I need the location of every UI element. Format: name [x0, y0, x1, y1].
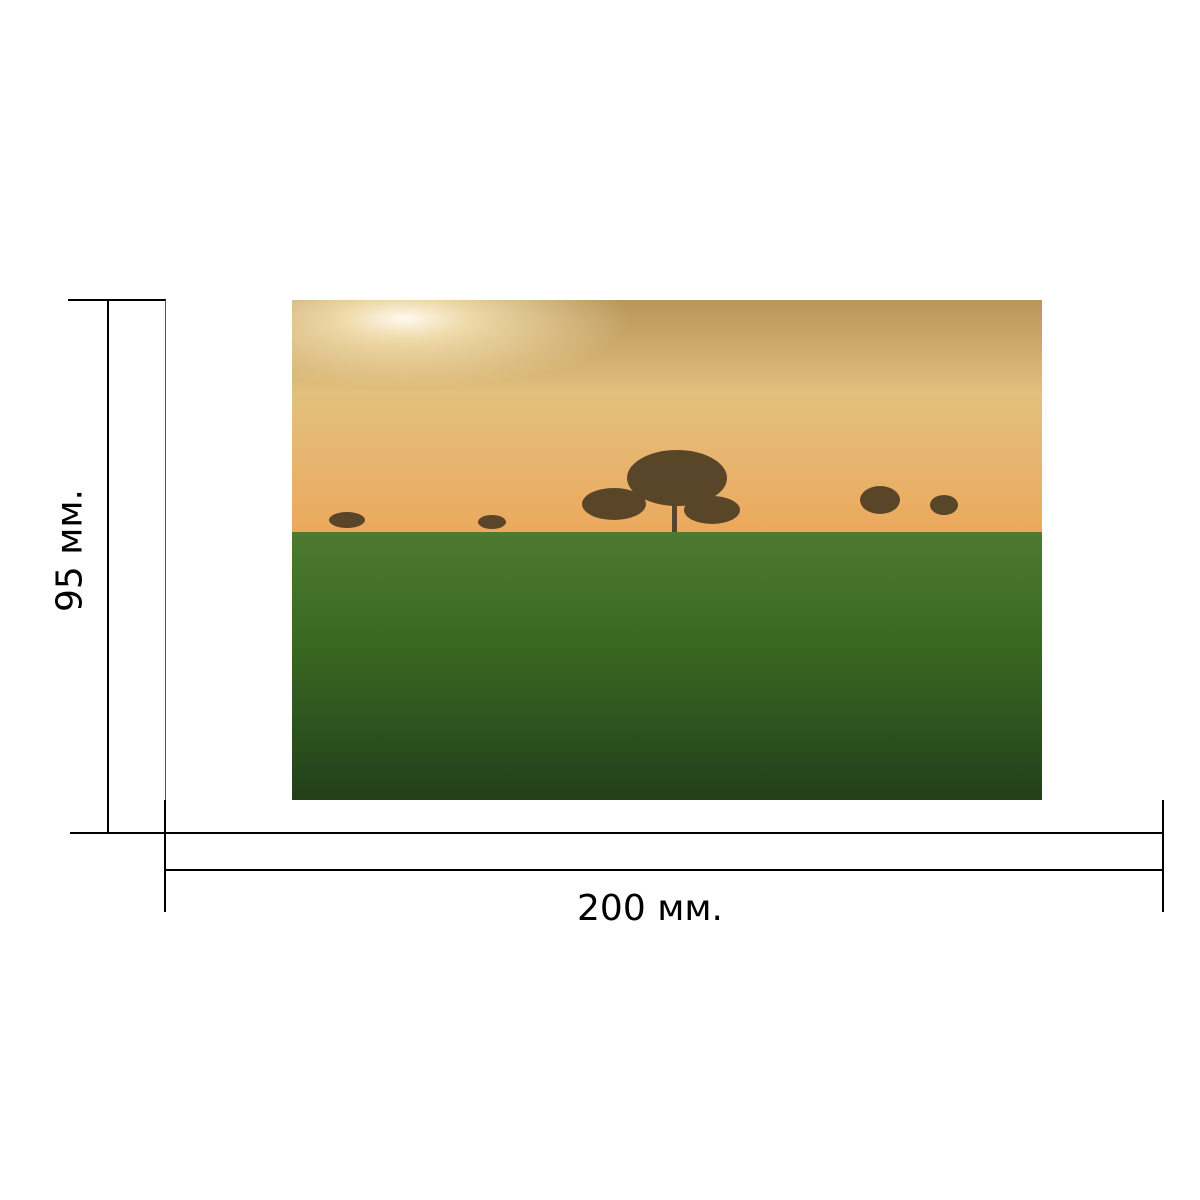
width-dimension-line: [165, 869, 1164, 871]
width-label: 200 мм.: [577, 888, 723, 929]
height-dimension-line: [107, 300, 109, 834]
width-left-extension-line: [164, 800, 166, 912]
height-label: 95 мм.: [49, 489, 91, 613]
height-inner-line: [165, 300, 166, 834]
width-top-line: [165, 832, 1164, 834]
grass-field: [292, 532, 1042, 800]
width-right-extension-line: [1162, 800, 1164, 912]
height-top-extension-line: [68, 299, 166, 301]
landscape-photo: [292, 300, 1042, 800]
height-bottom-extension-line: [70, 832, 166, 834]
trees: [329, 450, 958, 535]
